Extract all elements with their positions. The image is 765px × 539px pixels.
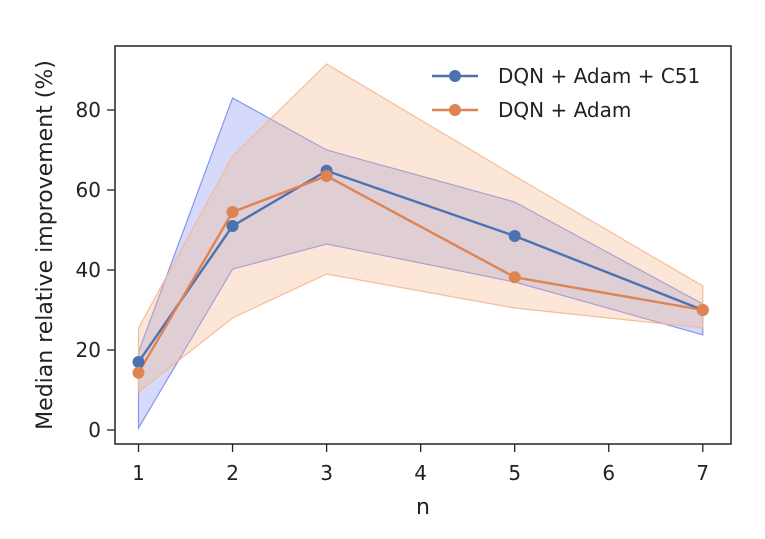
point-dqn-adam: [226, 206, 239, 218]
y-tick-label: 20: [76, 338, 101, 362]
x-tick-label: 2: [226, 461, 239, 485]
band-dqn-adam-c51: [137, 97, 704, 431]
plot-frame: [114, 45, 732, 445]
y-tick-label: 80: [76, 98, 101, 122]
x-tick-label: 4: [414, 461, 427, 485]
point-dqn-adam: [696, 304, 709, 316]
x-axis: 1 2 3 4 5 6 7: [132, 444, 709, 485]
point-dqn-adam: [132, 366, 145, 379]
y-axis: 0 20 40 60 80: [76, 98, 115, 442]
y-tick-label: 60: [76, 178, 101, 202]
point-dqn-adam-c51: [226, 220, 239, 232]
band-dqn-adam: [137, 63, 704, 394]
point-dqn-adam-c51: [132, 356, 145, 368]
point-dqn-adam-c51: [508, 230, 521, 242]
x-tick-label: 6: [602, 461, 615, 485]
y-tick-label: 40: [76, 258, 101, 282]
x-tick-label: 1: [132, 461, 145, 485]
x-tick-label: 5: [508, 461, 521, 485]
legend-label: DQN + Adam: [498, 98, 631, 122]
series-points: [132, 164, 709, 379]
y-tick-label: 0: [88, 418, 101, 442]
legend-marker: [449, 104, 461, 116]
point-dqn-adam: [508, 271, 521, 284]
confidence-bands: [137, 63, 704, 431]
x-tick-label: 7: [696, 461, 709, 485]
point-dqn-adam: [320, 170, 333, 182]
legend: DQN + Adam + C51 DQN + Adam: [432, 64, 700, 122]
x-tick-label: 3: [320, 461, 333, 485]
legend-label: DQN + Adam + C51: [498, 64, 700, 88]
y-axis-label: Median relative improvement (%): [33, 60, 58, 430]
x-axis-label: n: [416, 495, 430, 520]
legend-marker: [449, 70, 461, 82]
